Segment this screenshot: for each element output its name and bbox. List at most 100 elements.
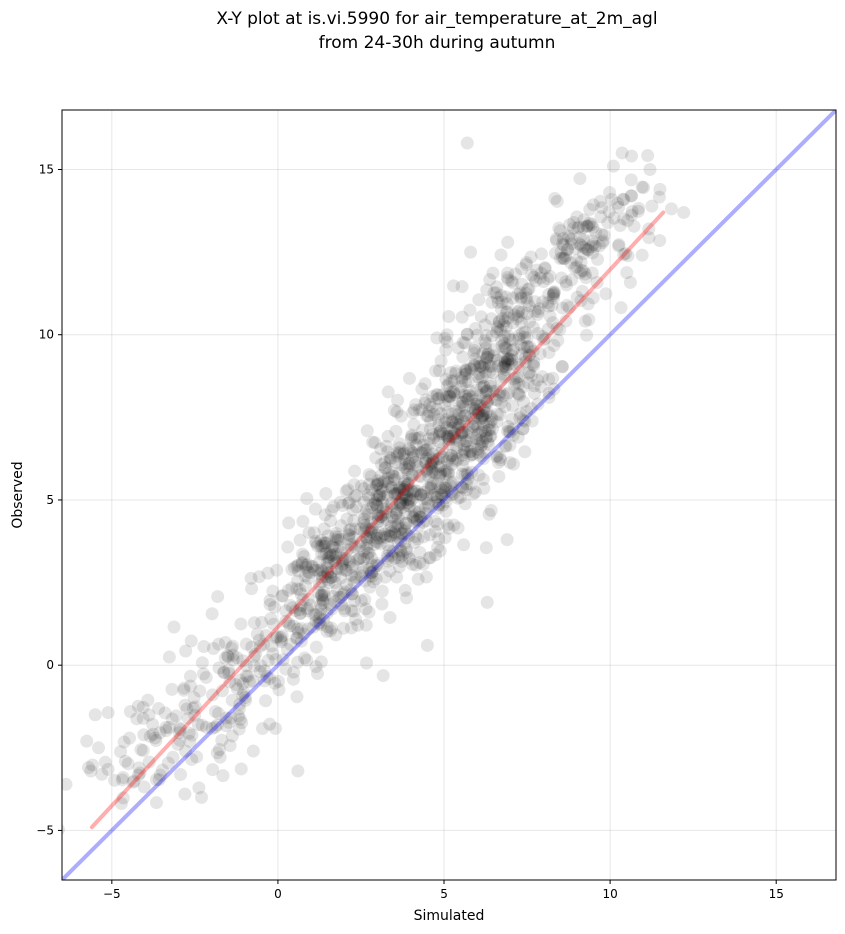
data-point (239, 693, 253, 707)
data-point (479, 336, 493, 350)
data-point (543, 269, 557, 283)
data-point (359, 618, 373, 632)
data-point (293, 607, 307, 621)
data-point (423, 437, 437, 451)
data-point (431, 501, 445, 515)
identity-line (62, 110, 836, 880)
data-point (583, 216, 597, 230)
data-point (329, 533, 343, 547)
data-point (442, 437, 456, 451)
data-point (413, 431, 427, 445)
data-point (374, 482, 388, 496)
data-point (430, 402, 444, 416)
data-point (391, 530, 405, 544)
data-point (636, 180, 650, 194)
data-point (328, 576, 342, 590)
data-point (192, 781, 206, 795)
data-point (496, 350, 510, 364)
data-point (570, 254, 584, 268)
data-point (423, 551, 437, 565)
data-point (460, 466, 474, 480)
data-point (531, 305, 545, 319)
data-point (602, 205, 616, 219)
data-point (261, 654, 275, 668)
data-point (473, 399, 487, 413)
data-point (260, 670, 274, 684)
data-point (447, 388, 461, 402)
data-point (435, 441, 449, 455)
data-point (444, 485, 458, 499)
data-point (529, 274, 543, 288)
data-point (360, 424, 374, 438)
data-point (581, 297, 595, 311)
data-point (391, 511, 405, 525)
data-point (490, 280, 504, 294)
data-point (326, 548, 340, 562)
data-point (390, 570, 404, 584)
data-point (224, 641, 238, 655)
data-point (318, 508, 332, 522)
data-point (314, 534, 328, 548)
data-point (497, 370, 511, 384)
data-point (323, 598, 337, 612)
data-point (298, 569, 312, 583)
data-point (301, 604, 315, 618)
data-point (226, 639, 240, 653)
data-point (462, 388, 476, 402)
data-point (400, 545, 414, 559)
data-point (286, 601, 300, 615)
data-point (206, 688, 220, 702)
data-point (512, 332, 526, 346)
data-point (427, 408, 441, 422)
data-point (607, 211, 621, 225)
data-point (293, 606, 307, 620)
data-point (317, 588, 331, 602)
data-point (234, 617, 248, 631)
data-point (319, 486, 333, 500)
data-point (484, 353, 498, 367)
data-point (412, 403, 426, 417)
data-point (433, 468, 447, 482)
data-point (121, 757, 135, 771)
data-point (383, 529, 397, 543)
data-point (149, 773, 163, 787)
data-point (307, 526, 321, 540)
data-point (492, 388, 506, 402)
data-point (345, 587, 359, 601)
data-point (393, 480, 407, 494)
data-point (547, 287, 561, 301)
data-point (344, 560, 358, 574)
data-point (471, 446, 485, 460)
data-point (498, 400, 512, 414)
data-point (442, 389, 456, 403)
data-point (553, 224, 567, 238)
data-point (379, 439, 393, 453)
data-point (169, 709, 183, 723)
data-point (346, 558, 360, 572)
data-point (149, 734, 163, 748)
data-point (440, 464, 454, 478)
data-point (465, 465, 479, 479)
data-point (473, 372, 487, 386)
data-point (503, 352, 517, 366)
data-point (471, 442, 485, 456)
data-point (505, 353, 519, 367)
data-point (590, 276, 604, 290)
data-point (445, 374, 459, 388)
data-point (374, 510, 388, 524)
data-point (466, 487, 480, 501)
data-point (114, 745, 128, 759)
data-point (498, 358, 512, 372)
data-point (500, 352, 514, 366)
data-point (417, 443, 431, 457)
data-point (126, 775, 140, 789)
data-point (394, 527, 408, 541)
data-point (315, 588, 329, 602)
data-point (181, 711, 195, 725)
data-point (593, 194, 607, 208)
data-point (559, 275, 573, 289)
data-point (617, 193, 631, 207)
data-point (397, 488, 411, 502)
data-point (381, 471, 395, 485)
data-point (299, 558, 313, 572)
